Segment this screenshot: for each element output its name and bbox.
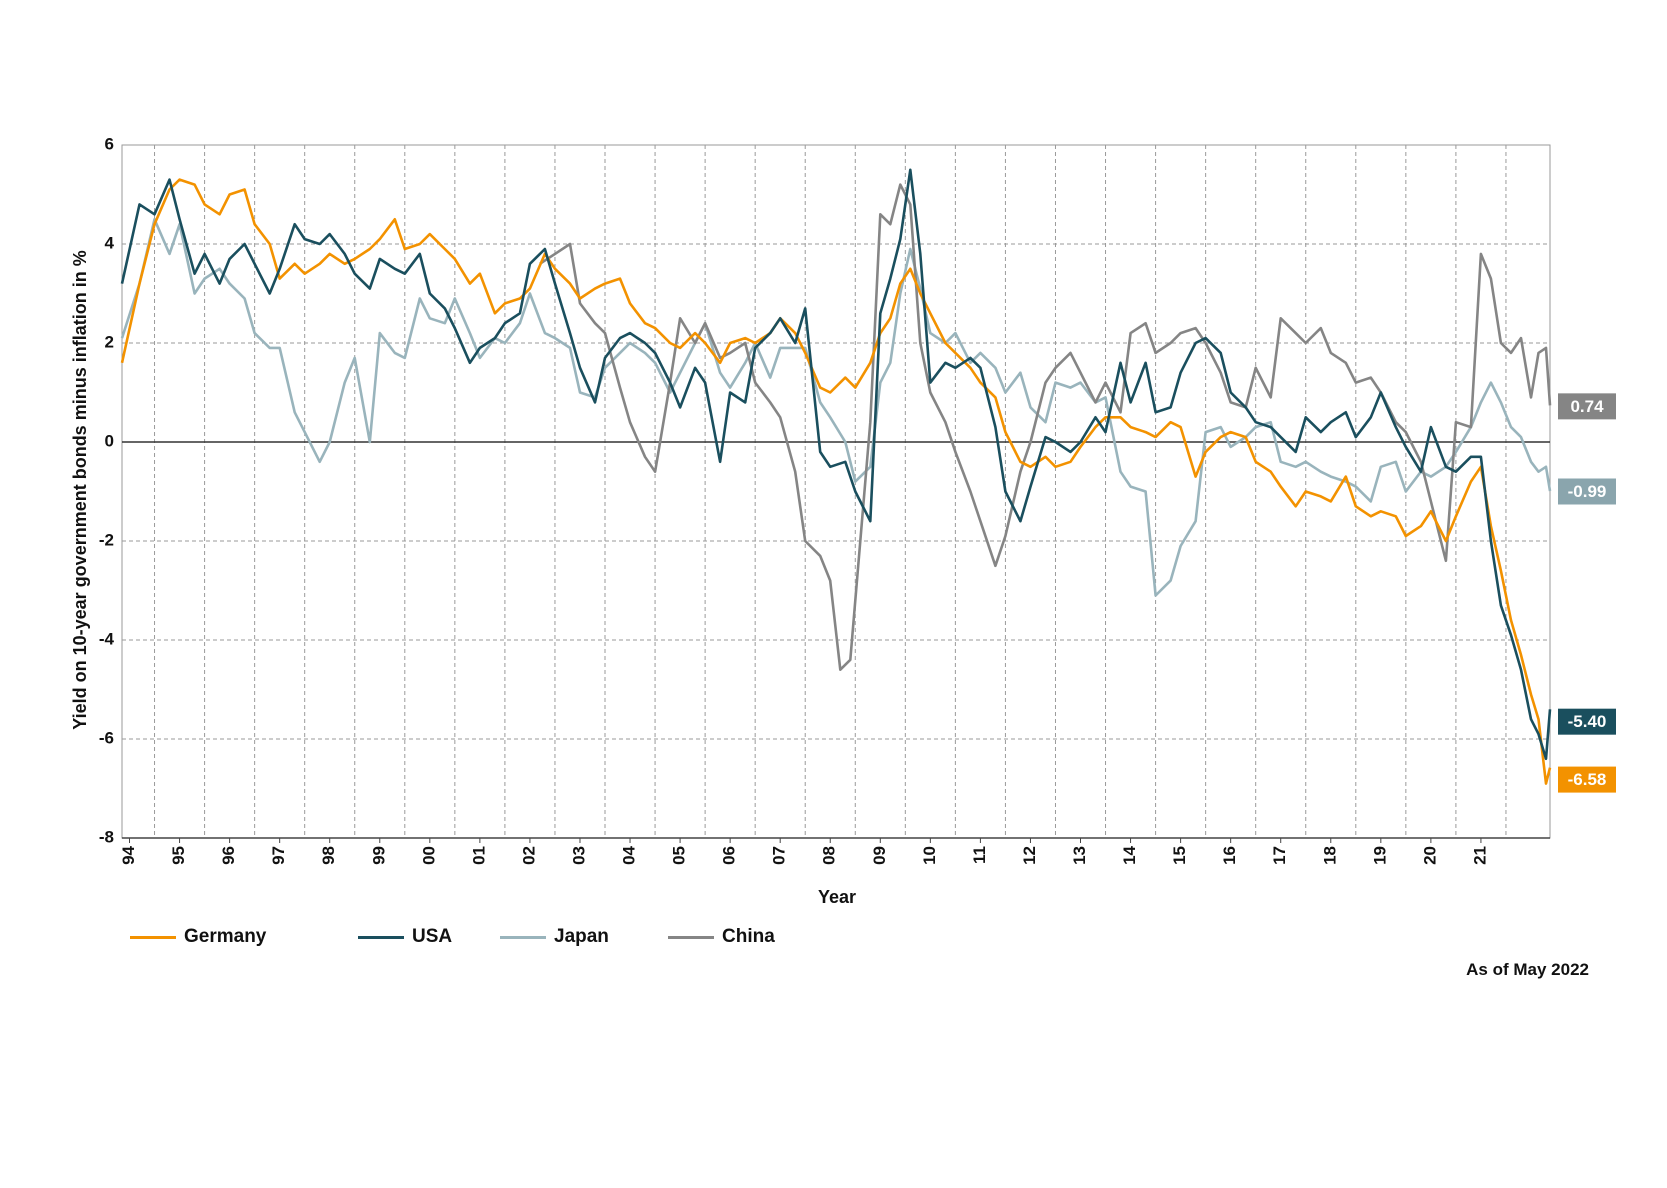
x-tick-label: 00 bbox=[419, 846, 438, 865]
x-tick-label: 11 bbox=[970, 846, 989, 864]
x-tick-label: 99 bbox=[369, 846, 388, 865]
end-label-value: 0.74 bbox=[1570, 397, 1604, 416]
x-tick-label: 95 bbox=[169, 846, 188, 865]
y-axis-title: Yield on 10-year government bonds minus … bbox=[70, 250, 90, 729]
legend-swatch-germany bbox=[130, 935, 176, 939]
x-tick-label: 08 bbox=[820, 846, 839, 865]
x-tick-label: 13 bbox=[1070, 846, 1089, 865]
legend-item-usa: USA bbox=[358, 926, 452, 948]
end-label-value: -6.58 bbox=[1568, 770, 1607, 789]
y-axis-ticks: 6 4 2 0 -2 -4 -6 -8 bbox=[99, 134, 115, 846]
x-tick-label: 17 bbox=[1270, 846, 1289, 865]
y-tick-label: -4 bbox=[99, 629, 115, 648]
x-tick-label: 01 bbox=[469, 846, 488, 865]
legend-swatch-japan bbox=[500, 935, 546, 939]
y-tick-label: -2 bbox=[99, 530, 114, 549]
x-axis-title: Year bbox=[818, 887, 856, 907]
x-tick-label: 14 bbox=[1120, 845, 1139, 864]
legend-label-usa: USA bbox=[412, 926, 453, 947]
x-tick-label: 03 bbox=[569, 846, 588, 865]
end-label-germany: -6.58 bbox=[1558, 766, 1616, 793]
x-tick-label: 98 bbox=[319, 846, 338, 865]
legend-label-germany: Germany bbox=[184, 926, 267, 947]
x-tick-label: 96 bbox=[219, 846, 238, 865]
x-tick-label: 16 bbox=[1220, 846, 1239, 865]
x-tick-label: 21 bbox=[1470, 846, 1489, 865]
x-tick-label: 20 bbox=[1420, 846, 1439, 865]
x-tick-label: 15 bbox=[1170, 846, 1189, 865]
x-tick-label: 07 bbox=[770, 846, 789, 865]
y-tick-label: 0 bbox=[105, 431, 114, 450]
legend-label-japan: Japan bbox=[554, 926, 609, 947]
x-tick-label: 10 bbox=[920, 846, 939, 865]
y-tick-label: -6 bbox=[99, 728, 114, 747]
end-label-usa: -5.40 bbox=[1558, 708, 1616, 735]
series-line-germany bbox=[120, 178, 1552, 785]
x-tick-label: 18 bbox=[1320, 846, 1339, 865]
x-tick-label: 06 bbox=[720, 846, 739, 865]
x-tick-label: 05 bbox=[670, 846, 689, 865]
end-label-japan: -0.99 bbox=[1558, 478, 1616, 505]
series-line-china bbox=[539, 183, 1552, 672]
y-tick-label: 6 bbox=[105, 134, 114, 153]
series-lines bbox=[120, 168, 1552, 785]
x-tick-label: 04 bbox=[620, 845, 639, 864]
as-of-note: As of May 2022 bbox=[1466, 960, 1589, 979]
x-tick-label: 12 bbox=[1020, 846, 1039, 865]
legend-item-china: China bbox=[668, 926, 775, 948]
y-tick-label: 4 bbox=[105, 233, 115, 252]
y-tick-label: -8 bbox=[99, 827, 114, 846]
legend-swatch-usa bbox=[358, 935, 404, 939]
end-label-box bbox=[1558, 708, 1616, 735]
x-tick-label: 02 bbox=[519, 846, 538, 865]
legend-swatch-china bbox=[668, 935, 714, 939]
end-label-box bbox=[1558, 393, 1616, 420]
end-label-value: -0.99 bbox=[1568, 482, 1607, 501]
series-line-japan bbox=[120, 218, 1552, 597]
x-tick-label: 19 bbox=[1370, 846, 1389, 865]
end-label-box bbox=[1558, 478, 1616, 505]
end-value-labels: -6.58 -5.40 -0.99 0.74 bbox=[1558, 393, 1616, 793]
y-tick-label: 2 bbox=[105, 332, 114, 351]
legend-label-china: China bbox=[722, 926, 775, 947]
series-line-usa bbox=[120, 168, 1552, 761]
end-label-china: 0.74 bbox=[1558, 393, 1616, 420]
end-label-value: -5.40 bbox=[1568, 712, 1607, 731]
x-axis-ticks: 94 95 96 97 98 99 00 01 02 03 04 05 06 07 08 09 10 11 12 13… bbox=[119, 838, 1489, 865]
x-tick-label: 09 bbox=[870, 846, 889, 865]
grid-lines bbox=[121, 144, 1551, 839]
x-tick-label: 94 bbox=[119, 845, 138, 864]
end-label-box bbox=[1558, 766, 1616, 793]
legend-item-japan: Japan bbox=[500, 926, 609, 948]
x-tick-label: 97 bbox=[269, 846, 288, 865]
legend-item-germany: Germany bbox=[130, 926, 266, 948]
